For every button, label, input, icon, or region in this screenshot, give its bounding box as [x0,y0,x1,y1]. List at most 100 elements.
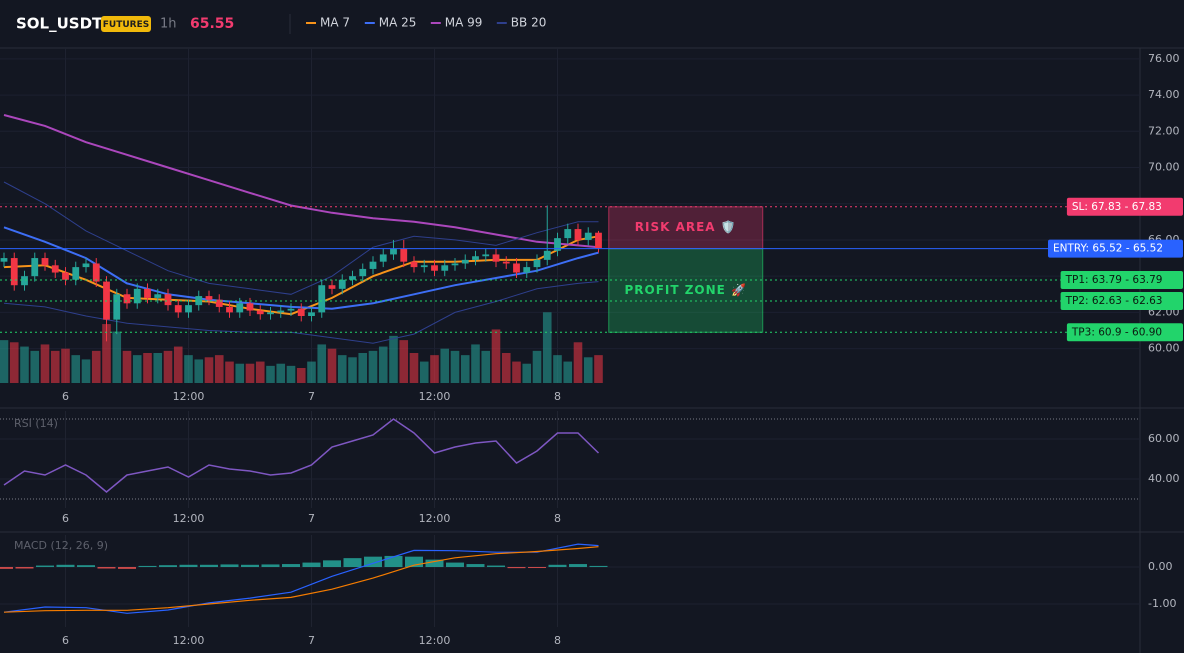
candle-body [164,294,172,306]
macd-histogram-bar [384,555,403,568]
x-tick-label: 6 [62,512,69,525]
x-tick-label: 8 [554,390,561,403]
y-tick-label: 72.00 [1148,124,1180,137]
legend-label: MA 7 [320,16,350,30]
volume-bar [583,357,593,383]
candle-body [420,265,428,268]
y-tick-label: 70.00 [1148,161,1180,174]
volume-bar [153,353,163,383]
macd-histogram-bar [240,564,259,568]
candle-body [584,232,592,240]
volume-bar [307,361,316,383]
volume-bar [317,344,327,383]
volume-bar [542,312,552,383]
zone-label: PROFIT ZONE 🚀 [624,283,747,297]
volume-bar [409,353,419,383]
candle-body [246,303,254,311]
x-tick-label: 8 [554,634,561,647]
price-level-box [1048,239,1183,258]
price-level-label: SL: 67.83 - 67.83 [1072,201,1162,213]
candle-body [133,288,141,304]
price-level-box [1066,197,1183,216]
candle-body [62,272,69,280]
volume-bar [235,363,245,383]
candle-body [82,263,90,268]
y-tick-label: 76.00 [1148,52,1180,65]
candle-body [359,268,367,277]
macd-histogram-bar [589,565,608,568]
volume-bar [573,342,583,383]
macd-histogram-bar [199,564,218,568]
candle-body [451,263,459,266]
macd-histogram-bar [548,564,567,568]
candle-body [318,285,326,313]
price-level-label: TP2: 62.63 - 62.63 [1065,295,1163,307]
candle-body [174,305,182,313]
candle-body [369,261,377,269]
macd-histogram-bar [158,565,177,568]
volume-bar [296,368,306,383]
volume-bar [81,359,91,383]
volume-bar [255,361,265,383]
volume-bar [61,348,70,383]
macd-histogram-bar [117,567,136,569]
candle-body [185,305,192,313]
symbol: SOL_USDT [16,15,103,33]
volume-bar [91,350,101,383]
candle-body [472,256,479,260]
macd-histogram-bar [568,564,587,568]
rsi-line [3,418,600,493]
macd-histogram-bar [302,562,321,568]
price-level-box [1060,270,1183,289]
macd-histogram-bar [322,560,341,568]
macd-histogram-bar [56,564,75,568]
y-tick-label: 74.00 [1148,88,1180,101]
volume-bar [266,365,275,383]
volume-bar [184,355,193,383]
candle-body [338,279,346,289]
macd-histogram-bar [507,567,526,569]
candle-body [92,263,100,282]
zone-label: RISK AREA 🛡️ [635,220,737,234]
candle-body [431,265,438,271]
volume-bar [102,324,111,383]
macd-histogram-bar [220,564,239,568]
candle-body [144,288,151,298]
x-tick-label: 12:00 [173,390,205,403]
volume-bar [553,355,562,383]
y-tick-label: -1.00 [1148,597,1176,610]
volume-bar [20,346,29,383]
volume-bar [368,350,378,383]
price-level-label: TP1: 63.79 - 63.79 [1065,274,1163,286]
zone [608,206,764,250]
volume-bar [276,363,286,383]
macd-histogram-bar [466,564,485,568]
candle-body [226,306,233,313]
volume-bar [286,365,296,383]
volume-bar [481,350,491,383]
candle-body [543,250,551,260]
candle-body [492,254,500,262]
x-tick-label: 7 [308,512,315,525]
macd-histogram-bar [404,556,423,568]
last-price: 65.55 [190,16,234,32]
volume-bar [491,329,501,383]
candle-body [41,258,49,266]
candle-body [195,296,203,306]
candle-body [379,254,387,262]
x-tick-label: 6 [62,390,69,403]
legend-label: MA 99 [445,16,483,30]
macd-histogram-bar [76,565,95,568]
volume-bar [194,359,204,383]
volume-bar [471,344,480,383]
candle-body [256,310,264,315]
volume-bar [0,340,9,383]
candle-body [205,296,213,300]
macd-histogram-bar [363,556,382,568]
candle-body [574,229,582,240]
x-tick-label: 12:00 [173,512,205,525]
macd-histogram-bar [35,565,54,568]
macd-histogram-bar [281,564,300,568]
candle-body [523,267,531,273]
